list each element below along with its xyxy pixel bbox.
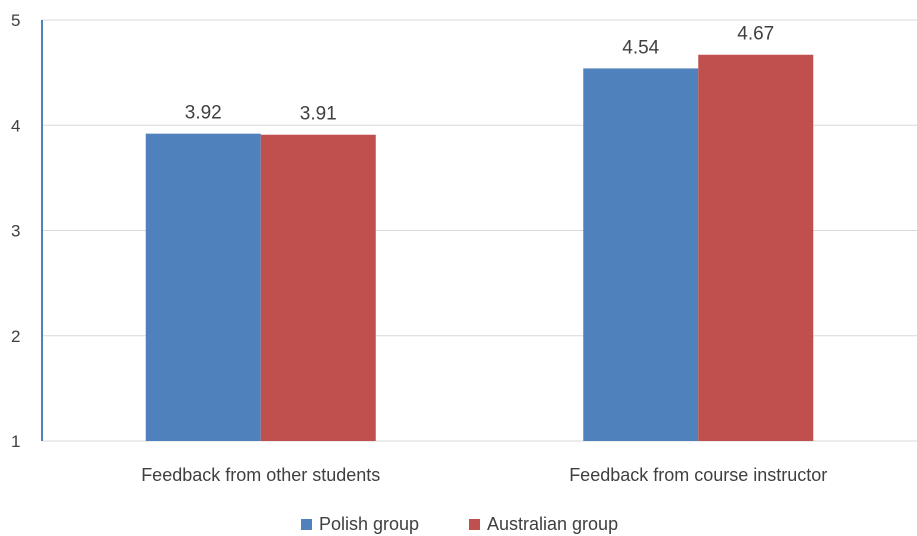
legend-swatch [469,519,480,530]
data-labels: 3.92 3.91 4.54 4.67 [185,24,774,125]
bar [145,133,261,442]
category-label: Feedback from course instructor [569,465,827,485]
data-label: 4.54 [622,37,659,58]
bar [260,134,376,441]
bar [583,68,699,441]
y-tick-label: 4 [11,116,20,135]
legend-swatch [301,519,312,530]
data-label: 3.92 [185,103,222,124]
bars [145,54,814,442]
legend-label: Polish group [319,514,419,534]
bar [698,54,814,442]
legend: Polish group Australian group [301,514,618,534]
category-labels: Feedback from other students Feedback fro… [141,465,827,485]
y-tick-label: 1 [11,432,20,451]
data-label: 4.67 [737,24,774,45]
y-axis-tick-labels: 1 2 3 4 5 [11,11,20,451]
y-tick-label: 2 [11,327,20,346]
y-tick-label: 3 [11,222,20,241]
data-label: 3.91 [300,104,337,125]
legend-label: Australian group [487,514,618,534]
category-label: Feedback from other students [141,465,380,485]
y-tick-label: 5 [11,11,20,30]
